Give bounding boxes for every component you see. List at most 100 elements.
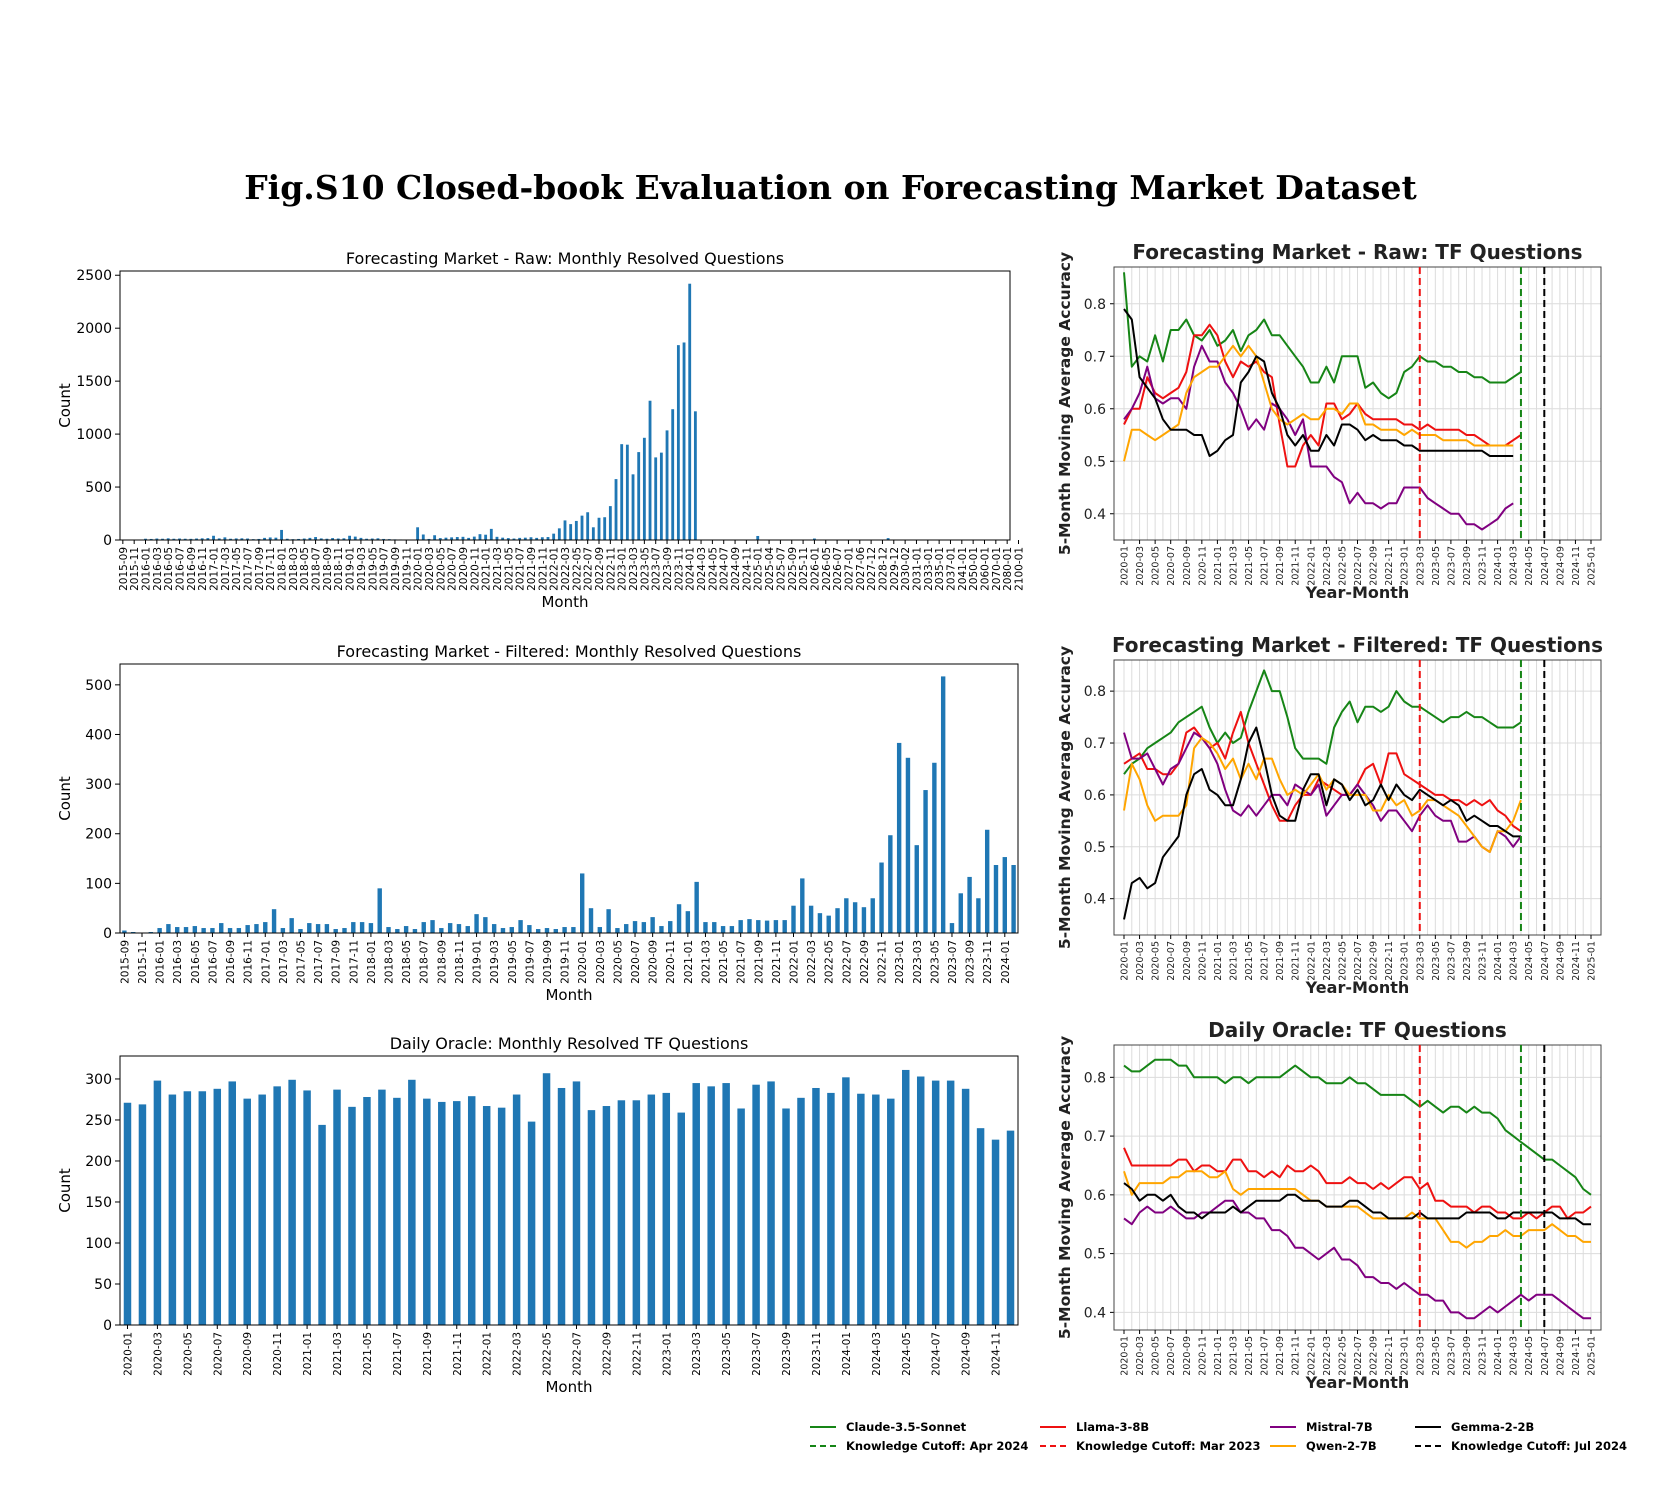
bar — [676, 904, 682, 933]
x-tick-label: 2015-11 — [129, 547, 141, 591]
x-tick-label: 2025-01 — [1587, 546, 1598, 586]
x-tick-label: 2026-07 — [832, 547, 844, 591]
x-tick-label: 2016-11 — [197, 547, 209, 591]
x-tick-label: 2020-11 — [469, 547, 481, 591]
legend-label: Llama-3-8B — [1076, 1420, 1150, 1434]
legend-item: Knowledge Cutoff: Jul 2024 — [1415, 1437, 1627, 1455]
x-tick-label: 2025-04 — [764, 547, 776, 591]
bar — [421, 534, 425, 540]
x-tick-label: 2022-09 — [859, 940, 871, 984]
y-tick-label: 2500 — [76, 268, 112, 284]
x-tick-label: 2016-05 — [190, 940, 202, 984]
series-line-gemma-2-2b — [1123, 308, 1514, 457]
bar — [166, 924, 171, 933]
filtered-tf-accuracy-line-chart: Forecasting Market - Filtered: TF Questi… — [1056, 633, 1603, 997]
bar — [916, 1076, 925, 1325]
y-tick-label: 0.7 — [1084, 1129, 1106, 1145]
bar — [574, 520, 578, 540]
x-tick-label: 2023-03 — [628, 547, 640, 591]
x-tick-label: 2021-07 — [1260, 941, 1271, 981]
x-tick-label: 2023-09 — [1462, 546, 1473, 586]
bar — [588, 908, 594, 933]
chart-title: Daily Oracle: TF Questions — [1208, 1018, 1507, 1042]
oracle-tf-accuracy-line-chart: Daily Oracle: TF Questions 0.4 0.5 0.6 0.7 0.… — [1056, 1018, 1602, 1392]
plot-frame — [119, 663, 1019, 934]
x-tick-label: 2020-01 — [1120, 546, 1131, 586]
x-tick-label: 2025-01 — [753, 547, 765, 591]
bar — [240, 538, 244, 540]
x-tick-label: 2017-05 — [231, 547, 243, 591]
x-tick-label: 2022-11 — [631, 1332, 643, 1376]
y-tick-label: 0.6 — [1084, 402, 1106, 418]
x-tick-label: 2023-03 — [1415, 546, 1426, 586]
x-tick-label: 2025-01 — [1587, 941, 1598, 981]
bar — [438, 1101, 446, 1325]
bar — [314, 537, 317, 540]
x-tick-label: 2022-01 — [789, 940, 801, 984]
x-tick-label: 2024-03 — [1509, 941, 1520, 981]
bar — [654, 457, 658, 540]
bar — [212, 535, 215, 540]
series-line-claude-3-5-sonnet — [1123, 1058, 1592, 1196]
x-tick-label: 2018-07 — [311, 547, 323, 591]
bar — [183, 538, 187, 540]
x-tick-label: 2023-05 — [721, 1332, 733, 1376]
bar — [175, 927, 180, 933]
bar — [495, 536, 499, 540]
bar — [297, 538, 300, 540]
x-tick-label: 2022-05 — [1337, 1336, 1348, 1376]
x-tick-label: 2021-05 — [503, 547, 515, 591]
x-axis-label: Year-Month — [1305, 978, 1410, 997]
x-tick-label: 2020-07 — [212, 1332, 224, 1376]
bar — [303, 1090, 311, 1325]
legend-item: Gemma-2-2B — [1415, 1418, 1534, 1436]
bar — [166, 538, 170, 540]
legend-label: Mistral-7B — [1306, 1420, 1373, 1434]
y-tick-label: 100 — [85, 1236, 112, 1252]
x-tick-label: 2022-11 — [1384, 1336, 1395, 1376]
bar — [737, 1108, 745, 1325]
x-tick-label: 2023-01 — [661, 1332, 673, 1376]
bar — [602, 1106, 611, 1325]
x-tick-label: 2023-05 — [639, 547, 651, 591]
bar — [377, 888, 382, 933]
bar — [333, 1089, 341, 1325]
y-tick-label: 0.4 — [1084, 1305, 1106, 1321]
x-tick-label: 2019-05 — [507, 940, 519, 984]
y-tick-label: 0.7 — [1084, 736, 1106, 752]
legend-swatch — [1415, 1426, 1441, 1428]
bar — [967, 876, 972, 933]
bar — [958, 893, 963, 933]
x-tick-label: 2022-11 — [605, 547, 617, 591]
bar — [523, 537, 527, 540]
x-tick-label: 2024-07 — [1540, 1336, 1551, 1376]
legend-item: Mistral-7B — [1270, 1418, 1373, 1436]
bar — [614, 479, 618, 540]
bar — [767, 1081, 775, 1325]
x-tick-label: 2018-01 — [277, 547, 289, 591]
y-axis-label: 5-Month Moving Average Accuracy — [1056, 1036, 1074, 1339]
x-tick-label: 2019-09 — [390, 547, 402, 591]
bar — [288, 1079, 296, 1325]
bar — [484, 534, 488, 540]
bar — [318, 1124, 326, 1325]
bar — [386, 927, 391, 933]
x-tick-label: 2020-03 — [152, 1332, 164, 1376]
bar — [144, 538, 147, 540]
x-tick-label: 2017-01 — [209, 547, 221, 591]
x-tick-label: 2080-01 — [1002, 547, 1014, 591]
bar — [408, 1079, 416, 1325]
x-tick-label: 2016-05 — [163, 547, 175, 591]
y-tick-label: 0.8 — [1084, 297, 1106, 313]
x-tick-label: 2028-12 — [877, 547, 889, 591]
x-tick-label: 2024-01 — [1493, 1336, 1504, 1376]
x-tick-label: 2016-03 — [172, 940, 184, 984]
bar — [342, 538, 346, 540]
x-tick-label: 2022-11 — [1384, 941, 1395, 981]
bar — [720, 926, 726, 933]
bar — [423, 1098, 431, 1325]
x-tick-label: 2022-09 — [601, 1332, 613, 1376]
chart-title: Forecasting Market - Filtered: Monthly R… — [337, 642, 802, 661]
x-tick-label: 2017-03 — [278, 940, 290, 984]
x-tick-label: 2016-07 — [207, 940, 219, 984]
